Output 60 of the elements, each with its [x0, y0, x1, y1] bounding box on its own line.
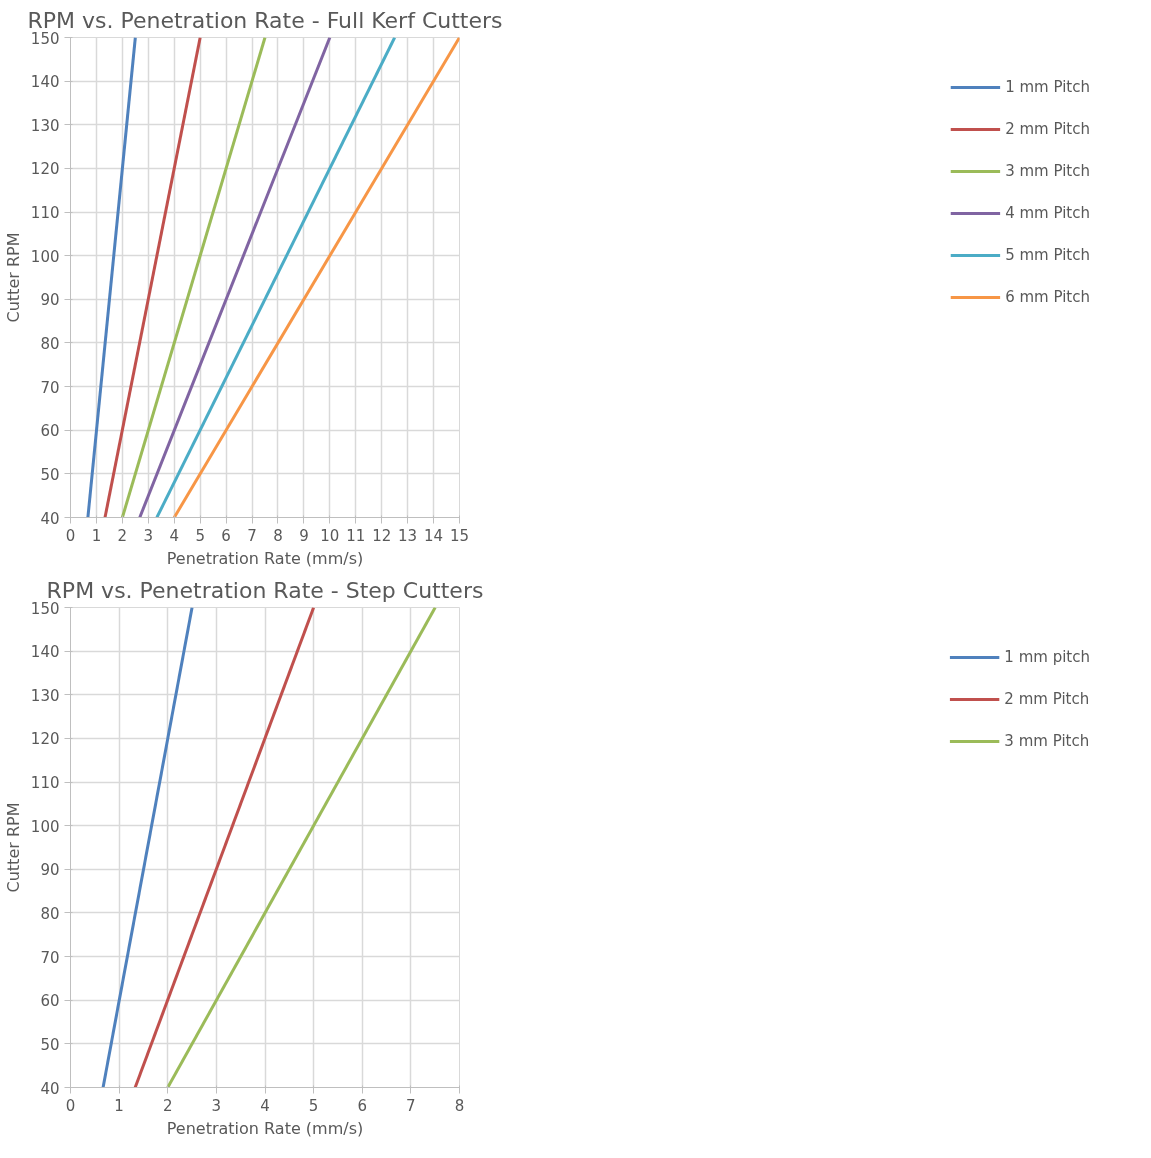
y-tick-label: 70 [40, 378, 60, 397]
y-tick-label: 80 [40, 904, 60, 923]
legend-label: 2 mm Pitch [1004, 690, 1090, 708]
x-tick-label: 10 [320, 526, 340, 545]
x-axis-title: Penetration Rate (mm/s) [166, 548, 364, 568]
x-tick-label: 0 [65, 1096, 76, 1115]
x-tick-label: 5 [195, 526, 205, 545]
y-tick-label: 80 [40, 334, 60, 353]
y-tick-label: 100 [30, 247, 60, 266]
x-tick-label: 2 [162, 1096, 173, 1115]
y-tick-label: 110 [30, 204, 60, 223]
y-tick-label: 60 [40, 992, 60, 1011]
x-tick-label: 7 [247, 526, 257, 545]
x-tick-label: 6 [221, 526, 231, 545]
legend-label: 1 mm pitch [1004, 648, 1090, 666]
y-tick-label: 140 [30, 643, 60, 662]
y-tick-label: 40 [40, 509, 60, 528]
x-tick-label: 12 [372, 526, 392, 545]
y-axis-title: Cutter RPM [3, 802, 23, 893]
y-tick-label: 50 [40, 1035, 60, 1054]
y-tick-label: 130 [30, 686, 60, 705]
x-tick-label: 14 [424, 526, 444, 545]
x-axis-title: Penetration Rate (mm/s) [166, 1118, 364, 1138]
y-axis-title: Cutter RPM [3, 232, 23, 323]
x-tick-label: 9 [299, 526, 309, 545]
x-tick-label: 1 [91, 526, 102, 545]
legend-label: 3 mm Pitch [1004, 732, 1090, 750]
x-tick-label: 8 [273, 526, 283, 545]
legend-label: 1 mm Pitch [1005, 78, 1090, 96]
x-tick-label: 7 [406, 1096, 416, 1115]
legend-label: 5 mm Pitch [1005, 246, 1090, 264]
x-tick-label: 15 [449, 526, 470, 545]
y-tick-label: 120 [30, 160, 60, 179]
y-tick-label: 50 [40, 465, 60, 484]
legend-label: 2 mm Pitch [1005, 120, 1090, 138]
y-tick-label: 130 [30, 116, 60, 135]
y-tick-label: 70 [40, 948, 60, 967]
x-tick-label: 1 [114, 1096, 124, 1115]
x-tick-label: 11 [346, 526, 366, 545]
x-tick-label: 8 [454, 1096, 465, 1115]
legend-label: 4 mm Pitch [1005, 204, 1090, 222]
y-tick-label: 40 [40, 1079, 60, 1098]
x-tick-label: 5 [308, 1096, 319, 1115]
y-tick-label: 100 [30, 817, 60, 836]
y-tick-label: 60 [40, 422, 60, 441]
legend-label: 6 mm Pitch [1005, 288, 1090, 306]
y-tick-label: 120 [30, 730, 60, 749]
x-tick-label: 2 [117, 526, 128, 545]
x-tick-label: 4 [169, 526, 180, 545]
x-tick-label: 3 [211, 1096, 222, 1115]
y-tick-label: 90 [40, 291, 60, 310]
y-tick-label: 110 [30, 774, 60, 793]
y-tick-label: 140 [30, 73, 60, 92]
x-tick-label: 0 [65, 526, 76, 545]
x-tick-label: 4 [260, 1096, 270, 1115]
legend-label: 3 mm Pitch [1005, 162, 1090, 180]
x-tick-label: 13 [398, 526, 418, 545]
y-tick-label: 90 [40, 861, 60, 880]
x-tick-label: 6 [357, 1096, 368, 1115]
x-tick-label: 3 [143, 526, 154, 545]
